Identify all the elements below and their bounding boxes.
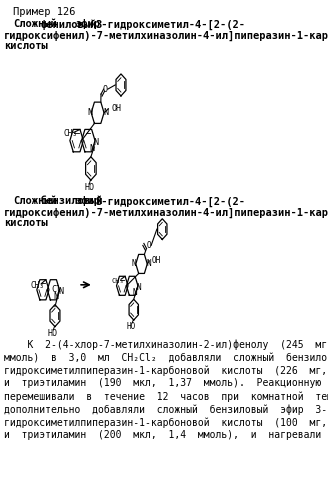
Text: эфир: эфир: [75, 20, 101, 30]
Text: N: N: [93, 138, 99, 147]
Text: и  триэтиламин  (190  мкл,  1,37  ммоль).  Реакционную  смесь: и триэтиламин (190 мкл, 1,37 ммоль). Реа…: [4, 378, 328, 388]
Text: N: N: [53, 292, 58, 302]
Text: Сложный: Сложный: [13, 196, 56, 206]
Text: Сложный: Сложный: [13, 20, 56, 30]
Text: кислоты: кислоты: [4, 41, 48, 51]
Text: Cl: Cl: [51, 285, 61, 294]
Text: N: N: [89, 144, 94, 154]
Text: гидроксиметилпиперазин-1-карбоновой  кислоты  (100  мг,  0,4  ммоль): гидроксиметилпиперазин-1-карбоновой кисл…: [4, 417, 328, 428]
Text: эфир: эфир: [75, 196, 101, 206]
Text: ммоль)  в  3,0  мл  CH₂Cl₂  добавляли  сложный  бензиловый  эфир  3-: ммоль) в 3,0 мл CH₂Cl₂ добавляли сложный…: [4, 352, 328, 363]
Text: HO: HO: [127, 322, 136, 332]
Text: N: N: [147, 260, 151, 268]
Text: гидроксифенил)-7-метилхиназолин-4-ил]пиперазин-1-карбоновой: гидроксифенил)-7-метилхиназолин-4-ил]пип…: [4, 30, 328, 41]
Text: 3-гидроксиметил-4-[2-(2-: 3-гидроксиметил-4-[2-(2-: [95, 20, 245, 30]
Text: перемешивали  в  течение  12  часов  при  комнатной  температуре,: перемешивали в течение 12 часов при комн…: [4, 391, 328, 402]
Text: N: N: [132, 288, 137, 297]
Text: кислоты: кислоты: [4, 218, 48, 228]
Text: дополнительно  добавляли  сложный  бензиловый  эфир  3-: дополнительно добавляли сложный бензилов…: [4, 404, 327, 414]
Text: К  2-(4-хлор-7-метилхиназолин-2-ил)фенолу  (245  мг,  0,91: К 2-(4-хлор-7-метилхиназолин-2-ил)фенолу…: [4, 340, 328, 350]
Text: O: O: [103, 84, 108, 94]
Text: CH₃: CH₃: [64, 129, 78, 138]
Text: OH: OH: [152, 256, 161, 266]
Text: O: O: [146, 241, 151, 250]
Text: HO: HO: [47, 329, 57, 338]
Text: гидроксифенил)-7-метилхиназолин-4-ил]пиперазин-1-карбоновой: гидроксифенил)-7-метилхиназолин-4-ил]пип…: [4, 207, 328, 218]
Text: N: N: [87, 108, 92, 118]
Text: N: N: [132, 260, 136, 268]
Text: и  триэтиламин  (200  мкл,  1,4  ммоль),  и  нагревали  реакционную: и триэтиламин (200 мкл, 1,4 ммоль), и на…: [4, 430, 328, 440]
Text: фениловый: фениловый: [40, 20, 96, 30]
Text: CH₃: CH₃: [112, 278, 124, 284]
Text: бензиловый: бензиловый: [40, 196, 103, 206]
Text: гидроксиметилпиперазин-1-карбоновой  кислоты  (226  мг,  0,58  ммоль): гидроксиметилпиперазин-1-карбоновой кисл…: [4, 366, 328, 376]
Text: N: N: [58, 288, 63, 296]
Text: N: N: [137, 284, 141, 292]
Text: CH₃: CH₃: [31, 281, 45, 290]
Text: N: N: [103, 108, 108, 118]
Text: Пример 126: Пример 126: [13, 8, 75, 18]
Text: HO: HO: [84, 182, 94, 192]
Text: OH: OH: [112, 104, 122, 114]
Text: 3-гидроксиметил-4-[2-(2-: 3-гидроксиметил-4-[2-(2-: [95, 196, 245, 206]
